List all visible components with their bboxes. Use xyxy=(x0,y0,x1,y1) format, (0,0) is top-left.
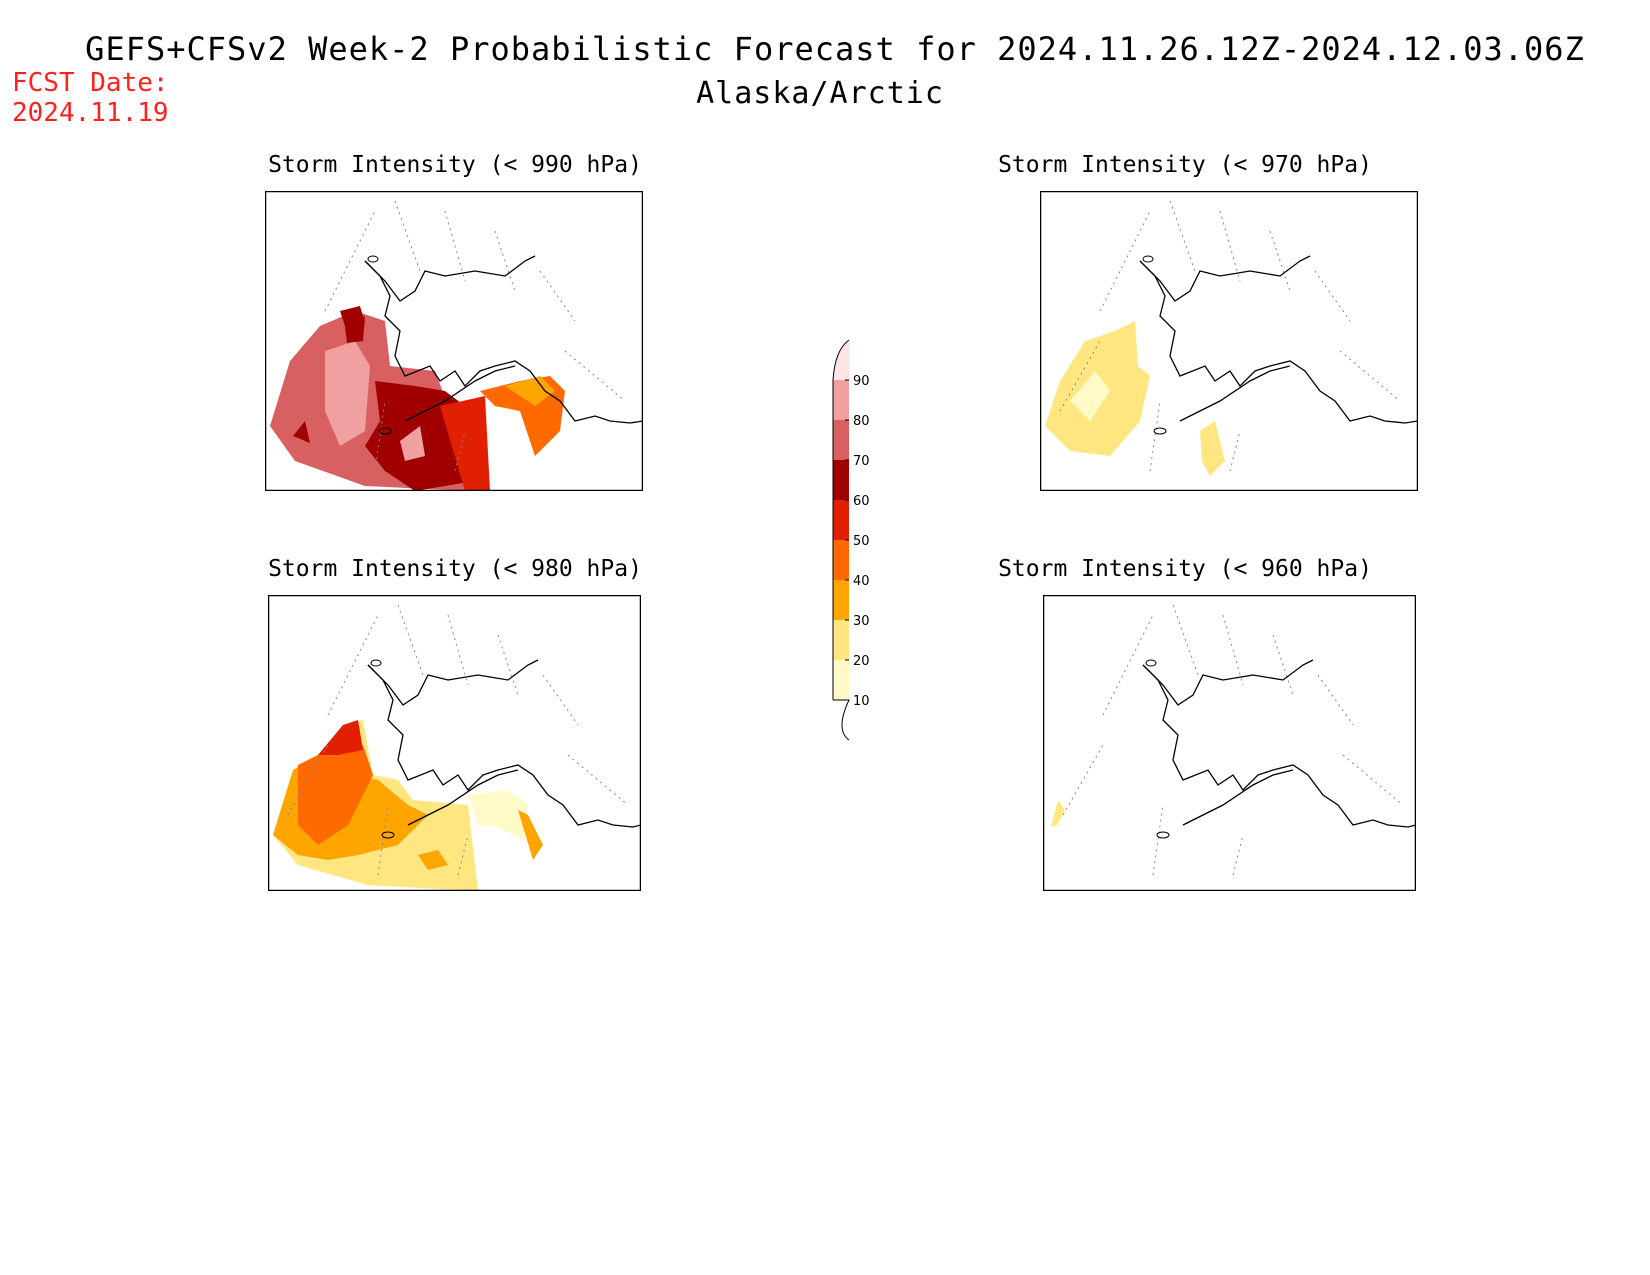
island xyxy=(1156,831,1170,839)
colorbar-label: 20 xyxy=(853,654,870,669)
colorbar-swatch xyxy=(833,580,849,620)
colorbar-label: 40 xyxy=(853,574,870,589)
colorbar-label: 30 xyxy=(853,614,870,629)
storm-prob-area-10-20 xyxy=(468,790,528,840)
island xyxy=(381,831,395,839)
fcst-date-value: 2024.11.19 xyxy=(12,98,169,128)
panel-title-960: Storm Intensity (< 960 hPa) xyxy=(998,556,1372,582)
map-frame xyxy=(264,190,644,492)
graticule-lines xyxy=(287,604,629,876)
colorbar-label: 90 xyxy=(853,374,870,389)
colorbar-label: 50 xyxy=(853,534,870,549)
colorbar-label: 80 xyxy=(853,414,870,429)
storm-prob-area-60-70 xyxy=(340,306,365,326)
island xyxy=(378,427,392,435)
island xyxy=(370,659,382,667)
map-frame xyxy=(1039,190,1419,492)
island xyxy=(1142,255,1154,263)
storm-prob-area-30-40 xyxy=(518,810,543,860)
colorbar-end-cap xyxy=(833,699,850,741)
map-panel-990 xyxy=(264,190,644,495)
storm-prob-area-80-90 xyxy=(400,426,425,461)
storm-prob-area-30-40 xyxy=(505,376,555,406)
storm-prob-area-50-60 xyxy=(440,396,490,491)
colorbar-swatch xyxy=(833,660,849,700)
aleutian-chain xyxy=(404,365,516,422)
map-panel-960 xyxy=(1042,594,1417,895)
colorbar-swatch xyxy=(833,540,849,580)
colorbar-label: 60 xyxy=(853,494,870,509)
main-title: GEFS+CFSv2 Week-2 Probabilistic Forecast… xyxy=(85,30,1585,68)
panel-title-970: Storm Intensity (< 970 hPa) xyxy=(998,152,1372,178)
coastline xyxy=(1139,255,1311,302)
graticule-lines xyxy=(284,200,626,472)
graticule-lines xyxy=(1062,604,1404,876)
coastline xyxy=(1142,664,1416,828)
coastline xyxy=(364,255,536,302)
island xyxy=(1145,659,1157,667)
map-panel-970 xyxy=(1039,190,1419,495)
panel-title-990: Storm Intensity (< 990 hPa) xyxy=(268,152,642,178)
storm-prob-area-30-40 xyxy=(418,850,448,870)
coastline xyxy=(367,664,641,828)
map-frame xyxy=(267,594,642,892)
colorbar-label: 10 xyxy=(853,694,870,709)
coastline xyxy=(1139,260,1418,424)
storm-prob-area-20-30 xyxy=(1051,800,1065,827)
coastline xyxy=(364,260,643,424)
colorbar-swatch xyxy=(833,340,849,380)
colorbar-swatch xyxy=(833,380,849,420)
colorbar-swatch xyxy=(833,420,849,460)
storm-prob-area-40-50 xyxy=(298,745,373,845)
storm-prob-area-60-70 xyxy=(293,421,310,443)
colorbar-label: 70 xyxy=(853,454,870,469)
panel-title-980: Storm Intensity (< 980 hPa) xyxy=(268,556,642,582)
region-title: Alaska/Arctic xyxy=(696,76,944,111)
coastline xyxy=(1142,659,1314,706)
storm-prob-area-50-60 xyxy=(318,720,363,755)
map-frame xyxy=(1042,594,1417,892)
colorbar-outline xyxy=(832,339,850,700)
colorbar: 90 80 70 60 50 40 30 20 10 xyxy=(825,330,905,754)
storm-prob-area-10-20 xyxy=(1070,371,1110,421)
storm-prob-area-20-30 xyxy=(1200,421,1225,476)
colorbar-swatch xyxy=(833,460,849,500)
coastline xyxy=(367,659,539,706)
aleutian-chain xyxy=(1179,365,1291,422)
aleutian-chain xyxy=(1182,769,1294,826)
colorbar-swatch xyxy=(833,620,849,660)
aleutian-chain xyxy=(407,769,519,826)
fcst-date-label: FCST Date: xyxy=(12,68,169,98)
storm-prob-area-80-90 xyxy=(325,341,370,446)
island xyxy=(367,255,379,263)
map-panel-980 xyxy=(267,594,642,895)
island xyxy=(1153,427,1167,435)
colorbar-swatch xyxy=(833,500,849,540)
graticule-lines xyxy=(1059,200,1401,472)
